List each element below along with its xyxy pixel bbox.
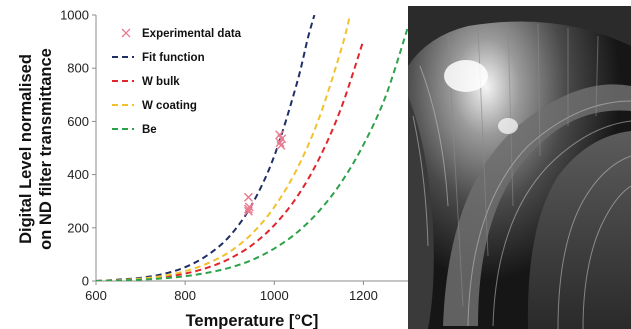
legend-item-be: Be [112,124,157,136]
x-tick-label: 600 [85,288,107,303]
tokamak-vessel-icon [408,6,631,329]
experimental-data-point [243,192,253,202]
y-tick-label: 1000 [60,8,89,23]
experimental-data-point [244,202,254,212]
y-tick-label: 600 [67,114,89,129]
y-axis-title-line-1: Digital Level normalised [17,54,35,244]
plot-area [96,15,408,281]
series-layer [96,15,408,281]
series-line-fit-function [96,15,316,281]
x-axis-title: Temperature [°C] [186,312,319,329]
x-tick-label: 1200 [349,288,378,303]
y-tick-label: 800 [67,61,89,76]
axes: 0 200 400 600 800 1000 600 800 1000 1200 [60,8,408,303]
legend-label: W bulk [142,76,180,88]
legend-marker-x [121,28,131,38]
legend-label: Experimental data [142,28,242,40]
x-tick-label: 800 [174,288,196,303]
legend-label: Be [142,124,157,136]
experimental-data-point [277,134,287,144]
x-tick-label: 1000 [260,288,289,303]
legend-item-w-bulk: W bulk [112,76,180,88]
chart: 0 200 400 600 800 1000 600 800 1000 1200 Experime… [17,8,408,329]
legend-label: W coating [142,100,197,112]
legend-item-experimental-data: Experimental data [121,28,242,40]
legend: Experimental data Fit function W bulk W coa… [112,28,242,136]
tokamak-vessel-photo [408,6,631,329]
experimental-data-point [243,204,253,214]
legend-item-fit-function: Fit function [112,52,205,64]
series-line-w-coating [96,15,352,281]
y-axis-title-line-2: on ND filter transmittance [37,48,55,250]
y-tick-label: 0 [82,274,89,289]
series-line-w-bulk [96,39,365,281]
y-tick-label: 200 [67,220,89,235]
y-tick-label: 400 [67,167,89,182]
legend-item-w-coating: W coating [112,100,197,112]
series-line-be [96,26,408,281]
legend-label: Fit function [142,52,205,64]
